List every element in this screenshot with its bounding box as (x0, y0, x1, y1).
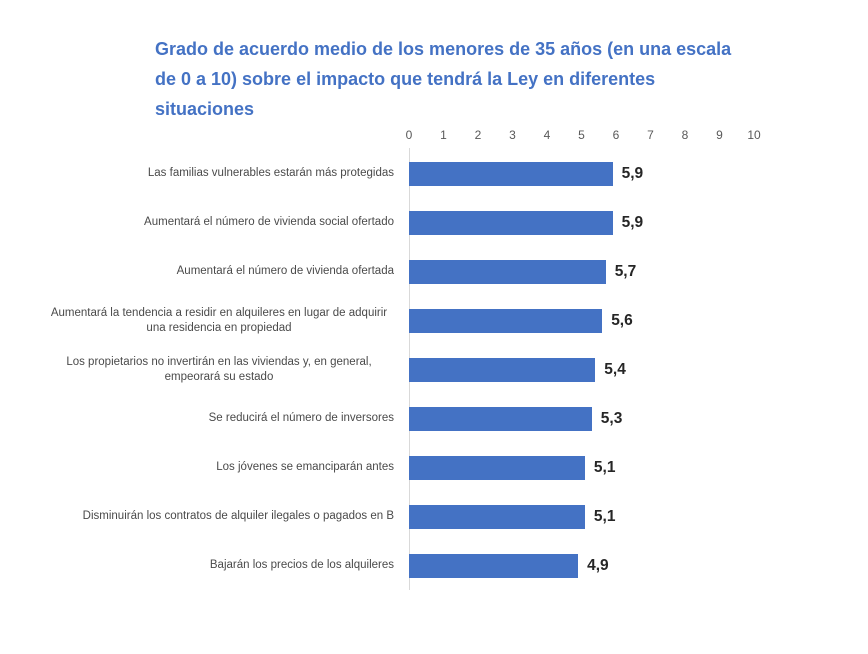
category-label-text: Se reducirá el número de inversores (208, 412, 394, 424)
value-label: 5,9 (621, 213, 644, 231)
bar-row: Las familias vulnerables estarán más pro… (0, 149, 868, 198)
x-axis-tick-label: 9 (716, 128, 723, 142)
value-label: 5,1 (593, 458, 616, 476)
plot-area: Las familias vulnerables estarán más pro… (0, 149, 868, 590)
value-label: 4,9 (587, 556, 609, 574)
bar (409, 161, 613, 186)
bar (409, 357, 596, 382)
value-label: 5,1 (593, 507, 616, 525)
x-axis-tick-label: 6 (612, 128, 620, 142)
x-axis-tick-label: 1 (440, 128, 447, 142)
category-label: Disminuirán los contratos de alquiler il… (0, 509, 402, 524)
bar (409, 504, 585, 529)
x-axis-tick-label: 3 (509, 128, 516, 142)
chart-title: Grado de acuerdo medio de los menores de… (155, 39, 732, 119)
x-axis-tick-label: 0 (405, 128, 413, 142)
bar-cell: 5,9 (409, 210, 644, 235)
category-label: Aumentará la tendencia a residir en alqu… (0, 306, 402, 336)
bar-cell: 5,9 (409, 161, 644, 186)
bar (409, 406, 592, 431)
value-label: 5,4 (604, 360, 626, 378)
value-label: 5,6 (611, 311, 633, 329)
x-axis-tick-label: 5 (578, 128, 585, 142)
bar-cell: 4,9 (409, 553, 609, 578)
category-label: Las familias vulnerables estarán más pro… (0, 166, 402, 181)
bar-cell: 5,1 (409, 455, 616, 480)
category-label-text: Los propietarios no invertirán en las vi… (66, 355, 372, 383)
bar (409, 455, 585, 480)
bar (409, 308, 603, 333)
x-axis-tick-label: 8 (681, 128, 689, 142)
category-label: Los propietarios no invertirán en las vi… (0, 355, 402, 385)
x-axis-tick-label: 10 (747, 128, 761, 142)
bar-row: Disminuirán los contratos de alquiler il… (0, 492, 868, 541)
value-label: 5,9 (621, 164, 644, 182)
category-label-text: Bajarán los precios de los alquileres (209, 559, 394, 571)
category-label: Bajarán los precios de los alquileres (0, 558, 402, 573)
category-label: Aumentará el número de vivienda social o… (0, 215, 402, 230)
bar-row: Los propietarios no invertirán en las vi… (0, 345, 868, 394)
category-label-text: Disminuirán los contratos de alquiler il… (82, 510, 394, 522)
category-label-text: Aumentará la tendencia a residir en alqu… (50, 306, 388, 334)
bar-cell: 5,6 (409, 308, 633, 333)
bar-cell: 5,7 (409, 259, 637, 284)
category-label: Se reducirá el número de inversores (0, 411, 402, 426)
bar-cell: 5,4 (409, 357, 626, 382)
category-label-text: Las familias vulnerables estarán más pro… (147, 167, 394, 179)
bar (409, 210, 613, 235)
value-label: 5,7 (614, 262, 637, 280)
category-label: Aumentará el número de vivienda ofertada (0, 264, 402, 279)
bar-row: Bajarán los precios de los alquileres 4,9 (0, 541, 868, 590)
bar-row: Aumentará el número de vivienda ofertada… (0, 247, 868, 296)
x-axis-tick-label: 2 (474, 128, 482, 142)
bar-cell: 5,3 (409, 406, 623, 431)
category-label: Los jóvenes se emanciparán antes (0, 460, 402, 475)
bar-cell: 5,1 (409, 504, 616, 529)
bar-row: Se reducirá el número de inversores 5,3 (0, 394, 868, 443)
category-label-text: Los jóvenes se emanciparán antes (216, 461, 394, 473)
bar-row: Aumentará la tendencia a residir en alqu… (0, 296, 868, 345)
x-axis-tick-label: 7 (647, 128, 654, 142)
bar-row: Aumentará el número de vivienda social o… (0, 198, 868, 247)
category-label-text: Aumentará el número de vivienda ofertada (176, 265, 394, 277)
bar (409, 259, 606, 284)
x-axis-tick-label: 4 (543, 128, 551, 142)
bar-row: Los jóvenes se emanciparán antes 5,1 (0, 443, 868, 492)
value-label: 5,3 (600, 409, 623, 427)
bar (409, 553, 579, 578)
category-label-text: Aumentará el número de vivienda social o… (144, 216, 394, 228)
